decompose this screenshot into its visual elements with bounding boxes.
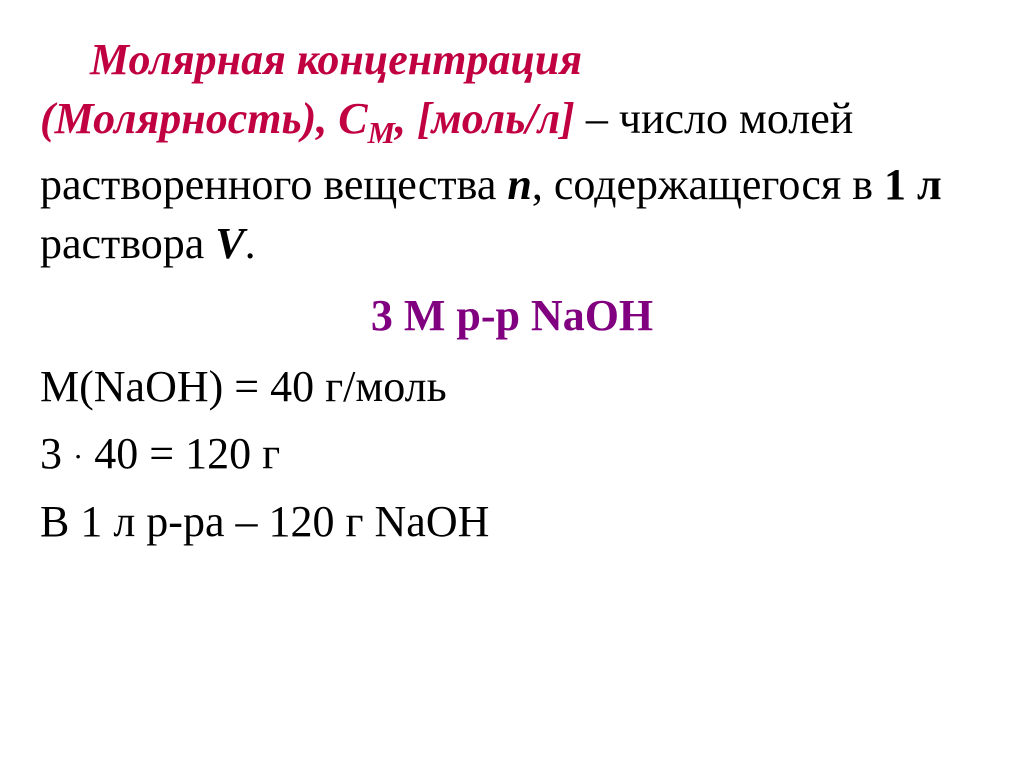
title-definition-block: Молярная концентрация (Молярность), СМ, … bbox=[40, 30, 984, 274]
def-var-n: n bbox=[507, 160, 531, 209]
title-line2-part1: (Молярность), С bbox=[40, 94, 368, 143]
def-one-liter: 1 л bbox=[884, 160, 942, 209]
def-part2: , содержащегося в bbox=[532, 160, 884, 209]
slide-content: Молярная концентрация (Молярность), СМ, … bbox=[40, 30, 984, 551]
calc-line-1: М(NaOH) = 40 г/моль bbox=[40, 357, 984, 416]
calc-line-3: В 1 л р-ра – 120 г NaOH bbox=[40, 492, 984, 551]
def-var-v: V bbox=[215, 219, 244, 268]
calc2-right: 40 = 120 г bbox=[83, 429, 280, 478]
calc-line-2: 3 · 40 = 120 г bbox=[40, 424, 984, 483]
equation-line: 3 М р-р NaOH bbox=[40, 286, 984, 345]
calc2-left: 3 bbox=[40, 429, 73, 478]
def-period: . bbox=[245, 219, 256, 268]
title-subscript: М bbox=[368, 116, 395, 150]
title-line2-part2: , [моль/л] bbox=[395, 94, 575, 143]
multiplication-dot: · bbox=[73, 440, 83, 474]
title-dash: – bbox=[575, 94, 619, 143]
def-part3: раствора bbox=[40, 219, 215, 268]
title-line1: Молярная концентрация bbox=[90, 35, 582, 84]
